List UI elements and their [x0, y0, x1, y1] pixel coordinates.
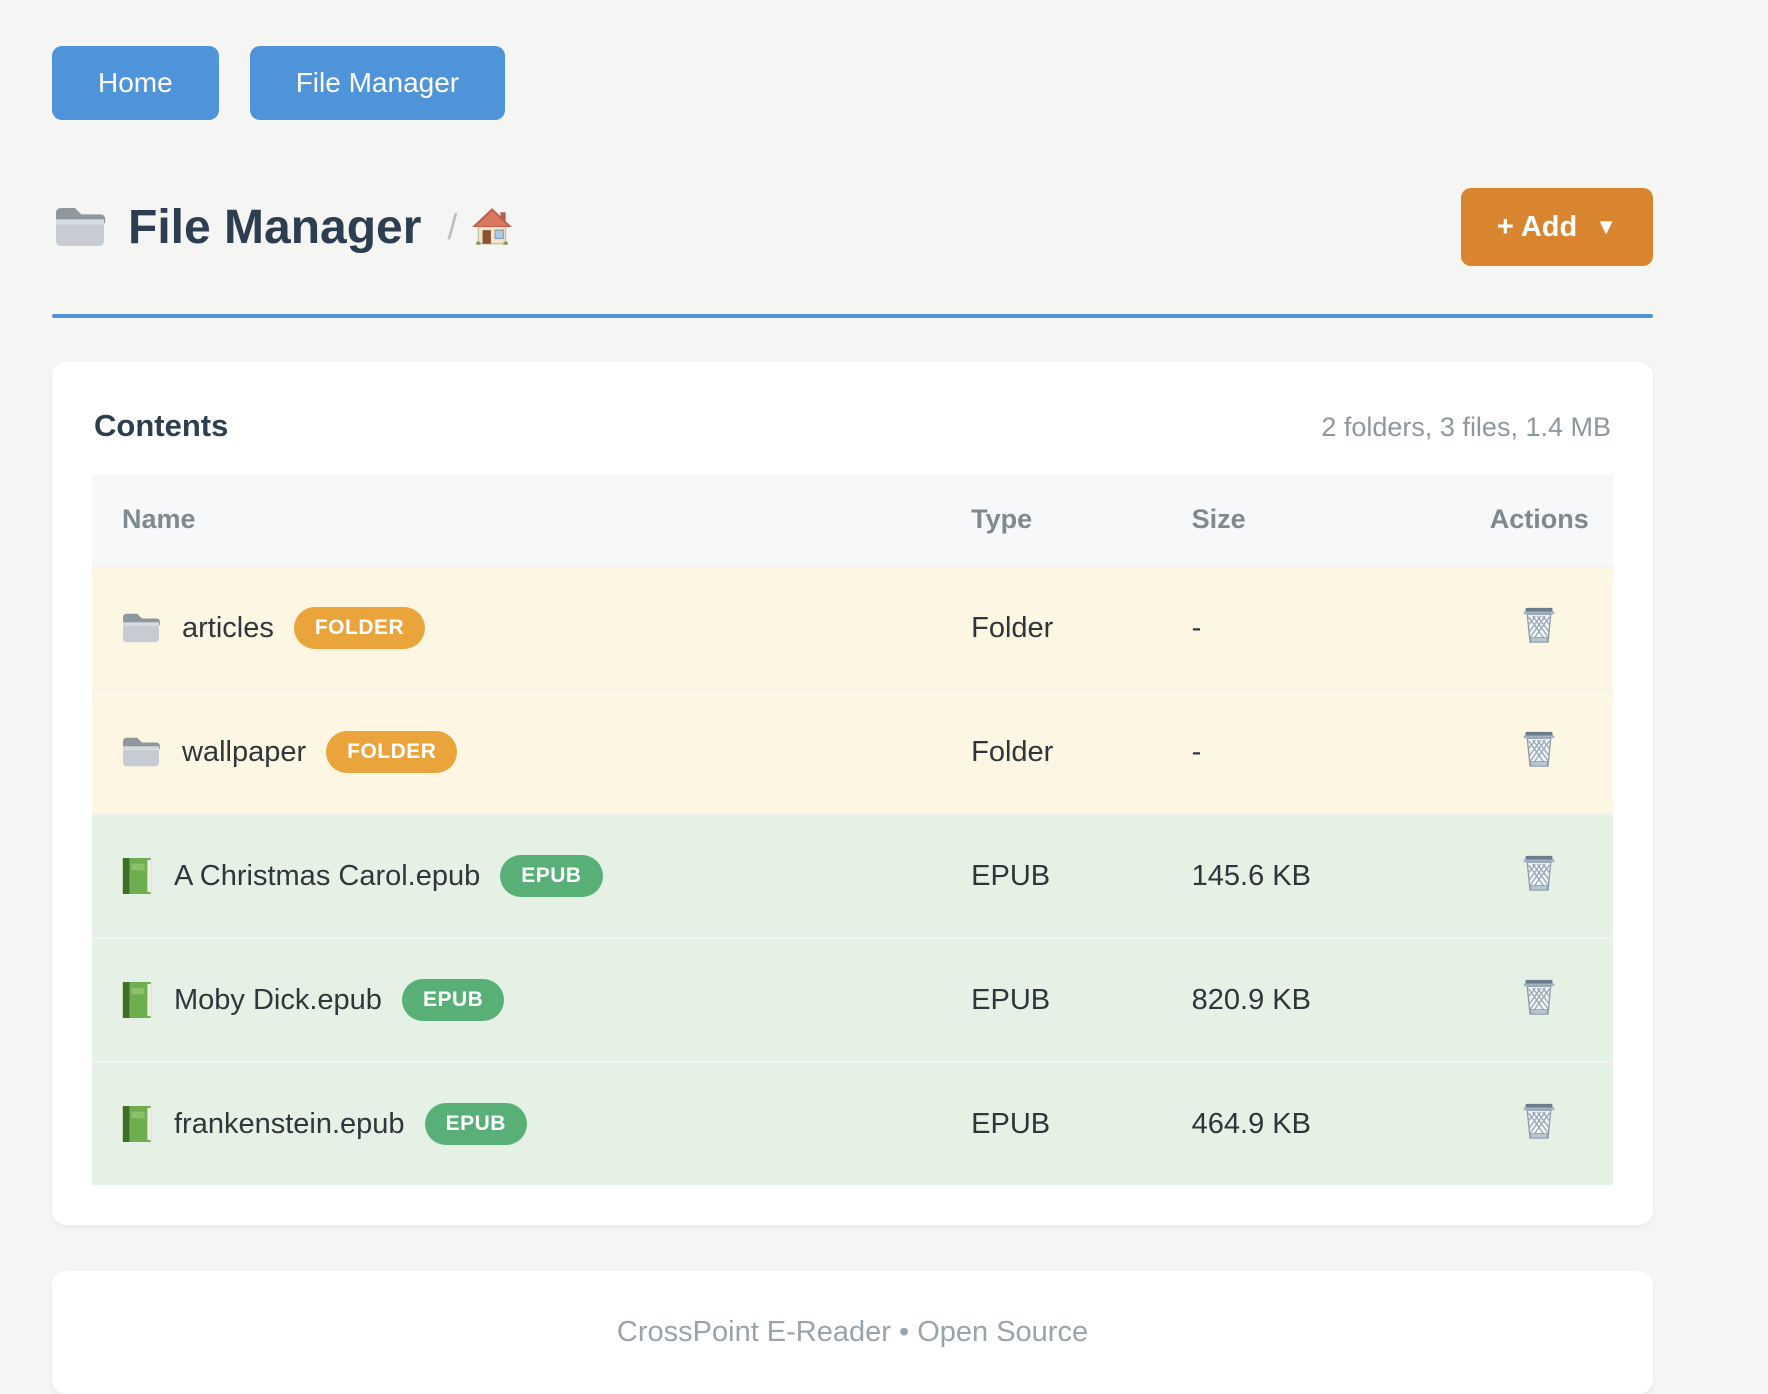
nav-file-manager-button[interactable]: File Manager: [249, 46, 506, 120]
table-header-row: Name Type Size Actions: [92, 474, 1613, 566]
type-badge: FOLDER: [293, 607, 426, 649]
caret-down-icon: ▼: [1595, 214, 1617, 239]
folder-icon: [52, 203, 108, 251]
contents-summary: 2 folders, 3 files, 1.4 MB: [1321, 412, 1611, 442]
delete-button[interactable]: [1519, 851, 1559, 895]
type-badge: EPUB: [424, 1103, 527, 1145]
table-row: frankenstein.epub EPUB EPUB 464.9 KB: [92, 1061, 1613, 1185]
page-header: File Manager / + Add: [52, 188, 1653, 266]
contents-card: Contents 2 folders, 3 files, 1.4 MB Name…: [52, 362, 1653, 1225]
type-badge: EPUB: [500, 855, 603, 897]
book-icon: [120, 856, 154, 896]
table-row: A Christmas Carol.epub EPUB EPUB 145.6 K…: [92, 813, 1613, 938]
column-header-actions: Actions: [1465, 474, 1613, 566]
file-table-body: articles FOLDER Folder -: [92, 565, 1613, 1185]
top-nav: Home File Manager: [52, 46, 1653, 120]
size-cell: 464.9 KB: [1191, 1061, 1466, 1185]
file-table: Name Type Size Actions: [92, 474, 1613, 1185]
size-cell: -: [1191, 689, 1466, 814]
file-name-link[interactable]: wallpaper: [182, 735, 307, 768]
trash-icon: [1521, 853, 1557, 893]
type-cell: EPUB: [971, 1061, 1192, 1185]
table-row: articles FOLDER Folder -: [92, 565, 1613, 690]
nav-home-button[interactable]: Home: [52, 46, 219, 120]
house-icon: [471, 206, 513, 248]
trash-icon: [1521, 605, 1557, 645]
file-name-link[interactable]: Moby Dick.epub: [174, 983, 382, 1016]
column-header-name: Name: [92, 474, 972, 566]
contents-heading: Contents: [94, 408, 229, 443]
type-cell: EPUB: [971, 813, 1192, 938]
breadcrumb-home-link[interactable]: [471, 206, 513, 248]
trash-icon: [1521, 729, 1557, 769]
table-row: wallpaper FOLDER Folder -: [92, 689, 1613, 814]
size-cell: 145.6 KB: [1191, 813, 1466, 938]
column-header-type: Type: [971, 474, 1192, 566]
delete-button[interactable]: [1519, 1099, 1559, 1143]
type-cell: Folder: [971, 565, 1192, 690]
column-header-size: Size: [1191, 474, 1466, 566]
delete-button[interactable]: [1519, 603, 1559, 647]
delete-button[interactable]: [1519, 727, 1559, 771]
delete-button[interactable]: [1519, 975, 1559, 1019]
size-cell: -: [1191, 565, 1466, 690]
file-name-link[interactable]: A Christmas Carol.epub: [174, 859, 481, 892]
type-badge: FOLDER: [326, 731, 458, 773]
page-title: File Manager: [128, 200, 422, 254]
add-button-label: + Add: [1496, 210, 1578, 243]
footer: CrossPoint E-Reader • Open Source: [52, 1271, 1653, 1394]
folder-icon: [120, 610, 162, 646]
add-button[interactable]: + Add ▼: [1460, 188, 1653, 266]
trash-icon: [1521, 977, 1557, 1017]
trash-icon: [1521, 1101, 1557, 1141]
file-name-link[interactable]: frankenstein.epub: [174, 1107, 405, 1140]
table-row: Moby Dick.epub EPUB EPUB 820.9 KB: [92, 937, 1613, 1062]
breadcrumb-separator: /: [447, 206, 458, 247]
type-cell: Folder: [971, 689, 1192, 814]
footer-text: CrossPoint E-Reader • Open Source: [616, 1316, 1089, 1348]
page: Home File Manager File Manager /: [52, 0, 1653, 1394]
book-icon: [120, 980, 154, 1020]
folder-icon: [120, 734, 162, 770]
file-name-link[interactable]: articles: [182, 611, 274, 644]
header-divider: [52, 314, 1653, 318]
type-cell: EPUB: [971, 937, 1192, 1062]
size-cell: 820.9 KB: [1191, 937, 1466, 1062]
book-icon: [120, 1104, 154, 1144]
type-badge: EPUB: [401, 979, 505, 1021]
